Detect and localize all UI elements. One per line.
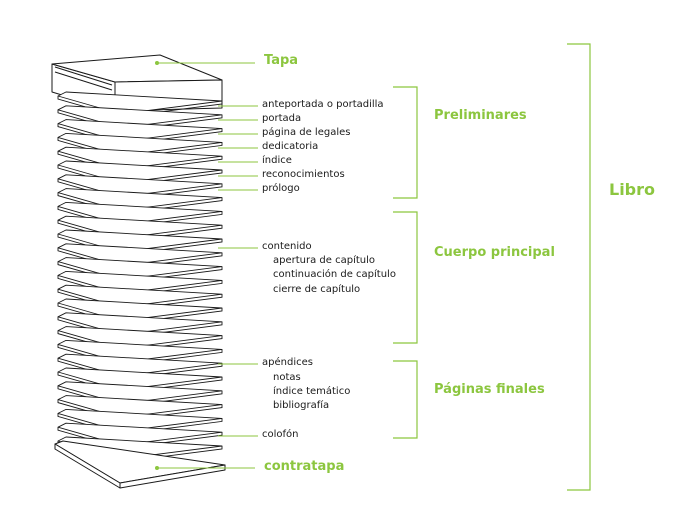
colofon-item: colofón: [262, 429, 299, 441]
finales-bracket: [393, 361, 417, 438]
prelim-item: prólogo: [262, 183, 300, 195]
cuerpo-main-item: contenido: [262, 241, 312, 253]
preliminares-title: Preliminares: [434, 108, 527, 123]
cuerpo-subitem: continuación de capítulo: [273, 269, 396, 281]
finales-subitem: notas: [273, 372, 301, 384]
finales-main-item: apéndices: [262, 357, 313, 369]
prelim-item: índice: [262, 155, 292, 167]
page-sheets: [58, 92, 222, 462]
back-cover-label: contratapa: [264, 459, 344, 474]
item-leader-lines: [218, 106, 258, 436]
prelim-item: dedicatoria: [262, 141, 318, 153]
book-label: Libro: [609, 180, 655, 199]
preliminares-bracket: [393, 87, 417, 198]
cuerpo-subitem: cierre de capítulo: [273, 284, 360, 296]
prelim-item: reconocimientos: [262, 169, 345, 181]
cuerpo-subitem: apertura de capítulo: [273, 255, 375, 267]
finales-subitem: bibliografía: [273, 400, 329, 412]
libro-bracket: [567, 44, 590, 490]
cuerpo-bracket: [393, 212, 417, 343]
cover-leader-dot: [155, 61, 159, 65]
back-cover-leader-dot: [155, 466, 159, 470]
prelim-item: portada: [262, 113, 301, 125]
cuerpo-title: Cuerpo principal: [434, 245, 555, 260]
cover-label: Tapa: [264, 53, 298, 68]
finales-title: Páginas finales: [434, 382, 545, 397]
prelim-item: anteportada o portadilla: [262, 99, 384, 111]
prelim-item: página de legales: [262, 127, 350, 139]
finales-subitem: índice temático: [273, 386, 350, 398]
